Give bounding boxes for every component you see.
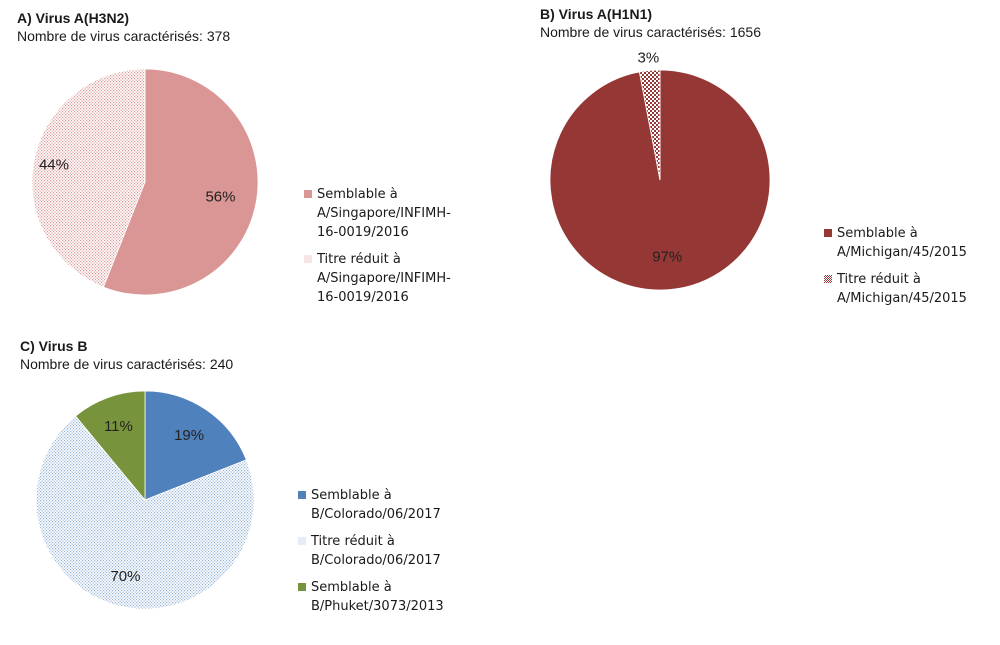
legend-entry: Titre réduit à A/Singapore/INFIMH- 16-00… xyxy=(304,250,451,307)
legend-swatch xyxy=(298,583,306,591)
legend-entry: Titre réduit à A/Michigan/45/2015 xyxy=(824,270,967,308)
legend-h1n1: Semblable à A/Michigan/45/2015 Titre rédu… xyxy=(824,224,967,316)
legend-entry: Semblable à A/Singapore/INFIMH- 16-0019/… xyxy=(304,185,451,242)
pie-slice xyxy=(144,390,247,501)
chart-title: A) Virus A(H3N2) xyxy=(17,10,130,26)
pie-slice xyxy=(35,415,255,610)
pie-slice xyxy=(638,69,661,181)
legend-label: Titre réduit à A/Michigan/45/2015 xyxy=(837,272,967,306)
slice-data-label: 44% xyxy=(39,157,69,174)
slice-data-label: 97% xyxy=(652,249,682,266)
legend-entry: Semblable à B/Phuket/3073/2013 xyxy=(298,578,444,616)
legend-entry: Semblable à B/Colorado/06/2017 xyxy=(298,486,444,524)
legend-swatch xyxy=(304,255,312,263)
pie-chart-h3n2: 56% 44% xyxy=(31,68,259,296)
chart-subtitle: Nombre de virus caractérisés: 1656 xyxy=(540,24,761,40)
legend-swatch xyxy=(304,190,312,198)
pie-slice xyxy=(31,68,146,288)
pie-slice xyxy=(102,68,259,296)
pie-slice xyxy=(74,390,146,502)
legend-swatch xyxy=(298,537,306,545)
legend-virus-b: Semblable à B/Colorado/06/2017 Titre rédu… xyxy=(298,486,444,624)
legend-label: Semblable à A/Singapore/INFIMH- 16-0019/… xyxy=(317,187,451,240)
chart-title: B) Virus A(H1N1) xyxy=(540,6,653,22)
legend-label: Titre réduit à B/Colorado/06/2017 xyxy=(311,534,441,568)
chart-title: C) Virus B xyxy=(20,338,88,354)
legend-label: Titre réduit à A/Singapore/INFIMH- 16-00… xyxy=(317,252,451,305)
legend-h3n2: Semblable à A/Singapore/INFIMH- 16-0019/… xyxy=(304,185,451,315)
legend-label: Semblable à B/Colorado/06/2017 xyxy=(311,488,441,522)
legend-swatch xyxy=(824,275,832,283)
pie-chart-h1n1: 97% 3% xyxy=(549,49,771,291)
slice-data-label: 19% xyxy=(174,427,204,444)
legend-entry: Semblable à A/Michigan/45/2015 xyxy=(824,224,967,262)
legend-label: Semblable à B/Phuket/3073/2013 xyxy=(311,580,444,614)
legend-entry: Titre réduit à B/Colorado/06/2017 xyxy=(298,532,444,570)
legend-swatch xyxy=(824,229,832,237)
pie-chart-virus-b: 19% 70% 11% xyxy=(35,390,255,610)
legend-swatch xyxy=(298,491,306,499)
legend-label: Semblable à A/Michigan/45/2015 xyxy=(837,226,967,260)
slice-data-label: 11% xyxy=(104,418,133,435)
chart-subtitle: Nombre de virus caractérisés: 240 xyxy=(20,356,234,372)
chart-subtitle: Nombre de virus caractérisés: 378 xyxy=(17,28,231,44)
slice-data-label: 3% xyxy=(638,49,660,66)
slice-data-label: 70% xyxy=(110,568,140,585)
slice-data-label: 56% xyxy=(205,188,235,205)
